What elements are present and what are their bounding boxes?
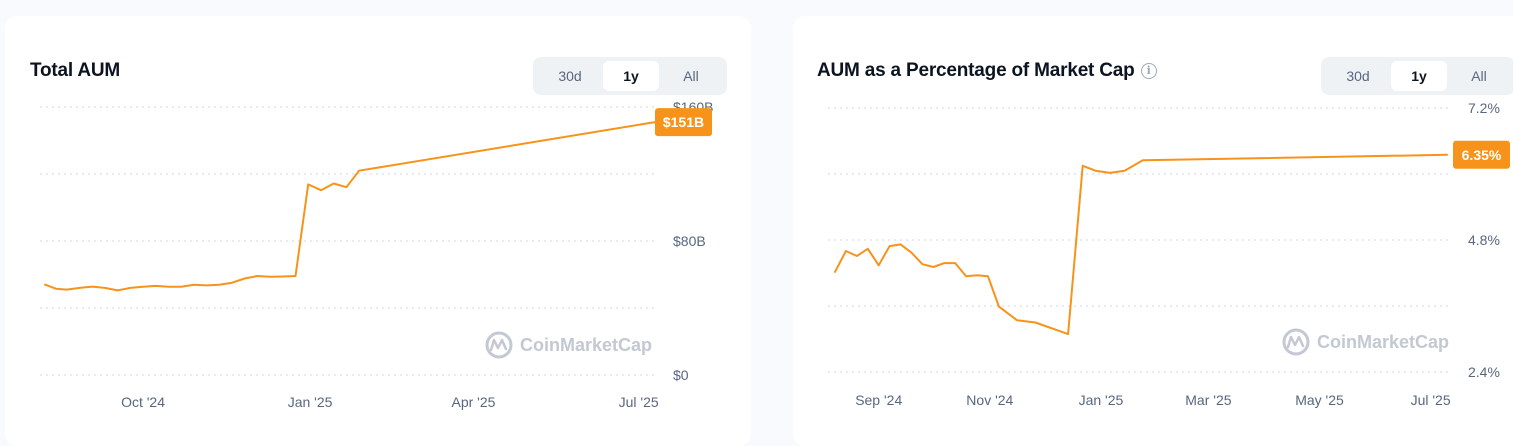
y-tick-label: $0 — [673, 367, 689, 383]
card-title: Total AUM — [30, 60, 121, 81]
tab-30d[interactable]: 30d — [1346, 68, 1370, 84]
x-tick-label: Oct '24 — [121, 394, 165, 410]
tab-all[interactable]: All — [683, 68, 699, 84]
info-icon[interactable]: i — [1140, 63, 1157, 79]
coinmarketcap-watermark — [485, 331, 513, 359]
x-tick-label: Jan '25 — [288, 394, 333, 410]
coinmarketcap-logo-icon — [1282, 328, 1310, 356]
tab-30d[interactable]: 30d — [558, 68, 582, 84]
series-line — [44, 121, 656, 292]
x-tick-label: Jan '25 — [1079, 392, 1124, 408]
total-aum-card: Total AUM 30d 1y All — [5, 16, 751, 446]
aum-percentage-chart: 2.4% 4.8% 7.2% Sep '24 Nov '24 Jan '25 Mar '25… — [828, 100, 1510, 408]
x-tick-label: Apr '25 — [451, 394, 495, 410]
y-tick-label: 2.4% — [1468, 364, 1500, 380]
last-value-label: 6.35% — [1462, 147, 1502, 163]
tab-all[interactable]: All — [1471, 68, 1487, 84]
watermark-text: CoinMarketCap — [1317, 332, 1449, 352]
last-value-label: $151B — [663, 114, 704, 130]
time-range-tabs: 30d 1y All — [1321, 57, 1513, 95]
x-tick-label: Jul '25 — [619, 394, 659, 410]
card-title-text: AUM as a Percentage of Market Cap — [817, 60, 1135, 81]
x-tick-label: Nov '24 — [966, 392, 1013, 408]
x-tick-label: May '25 — [1295, 392, 1344, 408]
tab-1y[interactable]: 1y — [1391, 61, 1447, 91]
y-tick-label: $80B — [673, 233, 706, 249]
card-title: AUM as a Percentage of Market Cap i — [817, 60, 1157, 82]
watermark-text: CoinMarketCap — [520, 335, 652, 355]
time-range-tabs: 30d 1y All — [533, 57, 727, 95]
x-tick-label: Jul '25 — [1411, 392, 1451, 408]
coinmarketcap-watermark — [1282, 328, 1310, 356]
y-tick-label: 4.8% — [1468, 232, 1500, 248]
last-value-badge — [655, 108, 712, 137]
aum-percentage-card: AUM as a Percentage of Market Cap i 30d 1… — [793, 16, 1513, 446]
last-value-badge — [1453, 140, 1510, 169]
series-line — [834, 153, 1448, 336]
coinmarketcap-logo-icon — [485, 331, 513, 359]
tab-1y[interactable]: 1y — [603, 61, 659, 91]
x-tick-label: Sep '24 — [855, 392, 902, 408]
y-tick-label: 7.2% — [1468, 100, 1500, 116]
x-tick-label: Mar '25 — [1185, 392, 1231, 408]
